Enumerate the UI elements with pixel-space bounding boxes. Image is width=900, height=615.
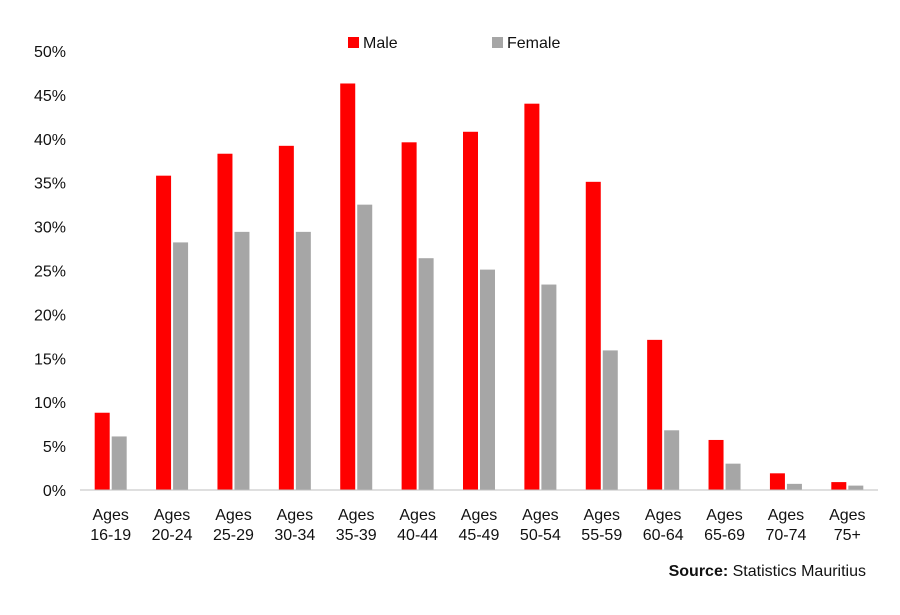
- x-tick-label: Ages: [399, 507, 435, 524]
- legend: Male Female: [348, 35, 560, 52]
- x-tick-label: 45-49: [459, 527, 500, 544]
- bar-female: [234, 231, 250, 491]
- x-tick-label: 70-74: [765, 527, 806, 544]
- source-label: Source:: [668, 563, 729, 580]
- bar-female: [725, 463, 741, 490]
- bar-female: [602, 350, 618, 490]
- bar-female: [295, 231, 311, 491]
- y-tick-label: 40%: [34, 132, 66, 149]
- x-tick-label: 75+: [834, 527, 861, 544]
- x-tick-label: 60-64: [643, 527, 684, 544]
- bar-male: [524, 103, 540, 491]
- x-tick-label: Ages: [277, 507, 313, 524]
- x-tick-label: Ages: [584, 507, 620, 524]
- bar-male: [217, 153, 233, 490]
- x-tick-label: Ages: [645, 507, 681, 524]
- x-tick-label: Ages: [154, 507, 190, 524]
- y-tick-label: 45%: [34, 88, 66, 105]
- y-tick-label: 25%: [34, 264, 66, 281]
- bar-male: [401, 142, 417, 490]
- legend-label-female: Female: [507, 35, 560, 52]
- y-tick-label: 35%: [34, 176, 66, 193]
- y-tick-label: 20%: [34, 307, 66, 324]
- source-note: Source: Statistics Mauritius: [669, 563, 866, 581]
- x-tick-label: Ages: [338, 507, 374, 524]
- bar-male: [831, 482, 847, 490]
- bar-male: [156, 175, 172, 490]
- x-tick-label: 40-44: [397, 527, 438, 544]
- bar-female: [480, 269, 495, 490]
- bar-male: [769, 473, 785, 490]
- bar-male: [647, 339, 663, 490]
- x-tick-label: 55-59: [581, 527, 622, 544]
- x-tick-label: Ages: [706, 507, 742, 524]
- y-tick-label: 0%: [43, 483, 66, 500]
- x-tick-label: 20-24: [152, 527, 193, 544]
- y-axis: 0% 5% 10% 15% 20% 25% 30% 35% 40% 45% 50%: [34, 44, 66, 500]
- legend-label-male: Male: [363, 35, 398, 52]
- x-tick-label: Ages: [768, 507, 804, 524]
- x-tick-label: Ages: [215, 507, 251, 524]
- y-tick-label: 50%: [34, 44, 66, 61]
- x-tick-label: 65-69: [704, 527, 745, 544]
- bar-female: [418, 258, 434, 490]
- x-tick-label: Ages: [461, 507, 497, 524]
- bar-female: [848, 485, 864, 490]
- x-tick-label: 35-39: [336, 527, 377, 544]
- x-tick-label: Ages: [92, 507, 128, 524]
- x-tick-label: 25-29: [213, 527, 254, 544]
- y-tick-label: 30%: [34, 220, 66, 237]
- bar-male: [463, 131, 478, 490]
- bar-female: [173, 242, 189, 490]
- bar-male: [708, 439, 724, 490]
- legend-swatch-female: [492, 37, 503, 48]
- bar-female: [357, 204, 373, 490]
- bar-male: [94, 412, 110, 490]
- bar-male: [340, 83, 356, 491]
- x-axis-labels: Ages 16-19 Ages 20-24 Ages 25-29 Ages 30-34 Ages…: [90, 507, 865, 544]
- y-tick-label: 10%: [34, 395, 66, 412]
- x-tick-label: 16-19: [90, 527, 131, 544]
- bars: [94, 83, 864, 491]
- y-tick-label: 15%: [34, 351, 66, 368]
- source-text: Statistics Mauritius: [732, 563, 866, 580]
- x-tick-label: 50-54: [520, 527, 561, 544]
- x-tick-label: 30-34: [274, 527, 315, 544]
- x-tick-label: Ages: [829, 507, 865, 524]
- y-tick-label: 5%: [43, 439, 66, 456]
- legend-swatch-male: [348, 37, 359, 48]
- bar-male: [585, 181, 601, 490]
- bar-female: [664, 430, 680, 490]
- x-tick-label: Ages: [522, 507, 558, 524]
- bar-female: [786, 483, 802, 490]
- bar-female: [541, 284, 557, 490]
- bar-female: [111, 436, 127, 490]
- bar-male: [278, 145, 294, 490]
